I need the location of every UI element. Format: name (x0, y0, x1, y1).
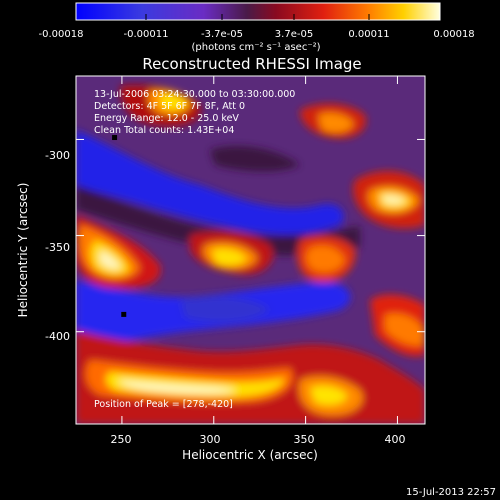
colorbar-tick-label: 0.00011 (348, 29, 389, 40)
colorbar (75, 2, 441, 21)
axis-ticks (76, 76, 425, 424)
intensity-region (160, 94, 187, 110)
plot-frame (75, 75, 426, 425)
image-area (76, 76, 425, 424)
intensity-region (310, 385, 348, 405)
intensity-region (180, 295, 270, 323)
colorbar-tick-label: 0.00018 (433, 29, 474, 40)
intensity-region (105, 372, 285, 398)
intensity-region (118, 380, 236, 394)
y-tick-label: -400 (45, 330, 70, 343)
x-tick-label: 250 (111, 433, 132, 446)
intensity-region (210, 145, 300, 172)
x-tick-label: 350 (294, 433, 315, 446)
minimum-marker (121, 311, 127, 317)
intensity-region (385, 313, 424, 346)
y-tick-label: -300 (45, 149, 70, 162)
x-axis-label: Heliocentric X (arcsec) (182, 448, 318, 462)
colorbar-tick-label: -0.00011 (124, 29, 169, 40)
chart-title: Reconstructed RHESSI Image (142, 55, 361, 73)
minimum-markers (112, 135, 127, 317)
intensity-region (382, 195, 406, 205)
footer-timestamp: 15-Jul-2013 22:57 (406, 487, 496, 498)
minimum-marker (112, 135, 118, 141)
annotation-line: Detectors: 4F 5F 6F 7F 8F, Att 0 (94, 101, 245, 112)
annotation-line: Clean Total counts: 1.43E+04 (94, 125, 234, 136)
intensity-region (76, 130, 344, 235)
x-tick-label: 300 (200, 433, 221, 446)
x-tick-label: 400 (385, 433, 406, 446)
intensity-region (100, 250, 121, 270)
intensity-region (212, 248, 247, 266)
colorbar-unit-label: (photons cm⁻² s⁻¹ asec⁻²) (191, 42, 320, 53)
peak-position-label: Position of Peak = [278,-420] (94, 399, 233, 410)
y-axis-label: Heliocentric Y (arcsec) (16, 183, 30, 318)
y-tick-label: -350 (45, 241, 70, 254)
intensity-region (76, 185, 360, 256)
annotation-line: 13-Jul-2006 03:24:30.000 to 03:30:00.000 (94, 89, 295, 100)
colorbar-ticks (145, 14, 370, 20)
colorbar-tick-label: -0.00018 (39, 29, 84, 40)
intensity-region (318, 112, 354, 133)
intensity-region (306, 245, 345, 273)
colorbar-tick-label: 3.7e-05 (275, 29, 313, 40)
colorbar-tick-label: -3.7e-05 (201, 29, 243, 40)
annotation-line: Energy Range: 12.0 - 25.0 keV (94, 113, 239, 124)
